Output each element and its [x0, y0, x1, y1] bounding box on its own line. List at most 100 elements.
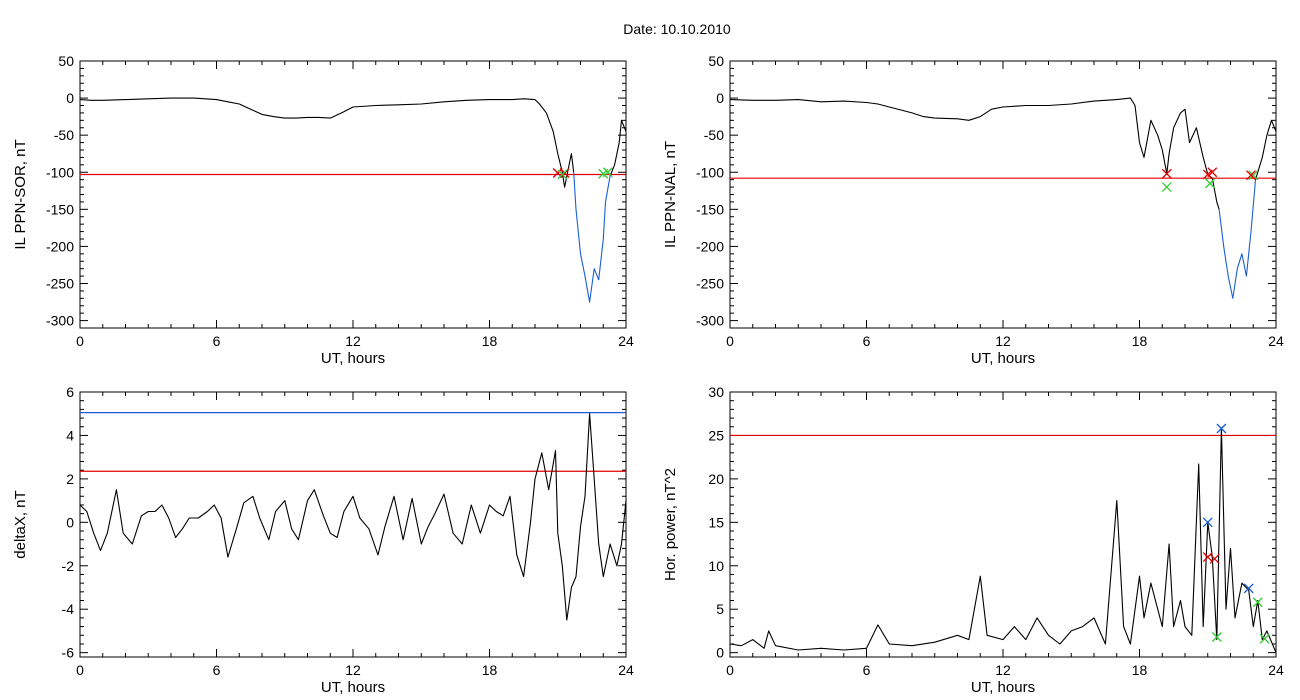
ppn-nal-series-line	[1218, 179, 1257, 299]
hor-power-y-axis-label: Hor. power, nT^2	[662, 468, 679, 581]
ppn-nal-x-marker-stroke	[1161, 182, 1172, 193]
hor-power-y-tick-label: 20	[708, 471, 724, 487]
ppn-sor-series-line	[609, 119, 626, 177]
ppn-nal-x-tick-label: 6	[863, 333, 871, 349]
hor-power-x-marker-stroke	[1202, 517, 1213, 528]
ppn-nal-x-marker	[1207, 167, 1218, 178]
ppn-nal-y-tick-label: 0	[716, 90, 724, 106]
ppn-nal-y-tick-label: -200	[696, 238, 724, 254]
hor-power-x-marker	[1211, 632, 1222, 642]
panel-ppn-nal: 0 6 12 18 24 50 0 -50 -100 -150 -200 -250 -300 UT, ho…	[662, 53, 1284, 367]
hor-power-x-marker-stroke	[1216, 423, 1227, 434]
ppn-sor-x-axis-label: UT, hours	[321, 350, 385, 367]
ppn-nal-x-marker	[1248, 170, 1259, 181]
deltax-x-tick-label: 24	[618, 662, 634, 678]
deltax-series-line	[80, 413, 626, 621]
ppn-sor-x-tick-label: 12	[345, 333, 361, 349]
ppn-nal-y-tick-label: 50	[708, 53, 724, 69]
panel-ppn-sor: 0 6 12 18 24 50 0 -50 -100 -150 -200 -250 -300 UT, ho…	[12, 53, 634, 367]
deltax-y-tick-label: -2	[62, 558, 75, 574]
ppn-nal-x-marker-stroke	[1248, 170, 1259, 181]
deltax-x-tick-label: 12	[345, 662, 361, 678]
deltax-x-tick-label: 18	[482, 662, 498, 678]
hor-power-series-line	[730, 427, 1276, 653]
ppn-nal-x-tick-label: 18	[1132, 333, 1148, 349]
ppn-sor-x-tick-label: 0	[76, 333, 84, 349]
hor-power-x-marker	[1252, 597, 1263, 608]
ppn-nal-x-axis-label: UT, hours	[971, 350, 1035, 367]
ppn-sor-y-tick-label: 50	[58, 53, 74, 69]
ppn-sor-x-marker	[557, 169, 568, 180]
hor-power-x-marker-stroke	[1259, 633, 1270, 644]
ppn-sor-data-layer	[80, 97, 626, 303]
ppn-nal-x-marker	[1161, 168, 1172, 179]
deltax-data-layer	[80, 412, 626, 621]
ppn-nal-series-line	[730, 97, 1220, 210]
ppn-sor-series-line	[80, 97, 575, 188]
ppn-sor-series-line	[573, 172, 611, 303]
deltax-y-tick-label: 4	[66, 427, 74, 443]
deltax-x-tick-label: 6	[213, 662, 221, 678]
hor-power-y-tick-label: 15	[708, 514, 724, 530]
deltax-plot-frame	[79, 391, 627, 658]
hor-power-y-tick-label: 0	[716, 645, 724, 661]
deltax-y-axis-label: deltaX, nT	[12, 490, 29, 558]
deltax-y-tick-label: -4	[62, 601, 75, 617]
ppn-nal-x-tick-label: 12	[995, 333, 1011, 349]
hor-power-x-marker-stroke	[1209, 553, 1220, 564]
ppn-sor-x-tick-label: 6	[213, 333, 221, 349]
hor-power-x-tick-label: 18	[1132, 662, 1148, 678]
hor-power-x-tick-label: 24	[1268, 662, 1284, 678]
hor-power-x-marker	[1209, 553, 1220, 564]
ppn-sor-y-tick-label: 0	[66, 90, 74, 106]
hor-power-x-marker-stroke	[1211, 632, 1222, 642]
deltax-y-tick-label: -6	[62, 645, 75, 661]
ppn-nal-x-marker	[1246, 170, 1256, 181]
ppn-nal-x-marker-stroke	[1207, 167, 1218, 178]
ppn-sor-x-tick-label: 18	[482, 333, 498, 349]
ppn-sor-y-axis-label: IL PPN-SOR, nT	[12, 139, 29, 249]
hor-power-x-tick-label: 6	[863, 662, 871, 678]
hor-power-y-tick-label: 30	[708, 384, 724, 400]
ppn-sor-y-tick-label: -250	[46, 276, 74, 292]
deltax-y-tick-label: 0	[66, 514, 74, 530]
deltax-y-tick-label: 6	[66, 384, 74, 400]
hor-power-x-tick-label: 12	[995, 662, 1011, 678]
hor-power-x-marker	[1202, 517, 1213, 528]
panel-hor-power: 0 6 12 18 24 30 25 20 15 10 5 0 UT, hours Hor. power,…	[662, 384, 1284, 696]
ppn-nal-x-marker	[1161, 182, 1172, 193]
hor-power-y-tick-label: 10	[708, 558, 724, 574]
hor-power-y-tick-label: 5	[716, 601, 724, 617]
ppn-sor-y-tick-label: -50	[54, 127, 74, 143]
hor-power-data-layer	[730, 423, 1276, 653]
ppn-nal-y-tick-label: -100	[696, 164, 724, 180]
ppn-nal-y-axis-label: IL PPN-NAL, nT	[662, 141, 679, 248]
ppn-nal-y-tick-label: -300	[696, 313, 724, 329]
ppn-nal-series-line	[1254, 119, 1276, 180]
hor-power-x-marker	[1216, 423, 1227, 434]
ppn-nal-y-tick-label: -50	[704, 127, 724, 143]
ppn-sor-plot-frame	[79, 60, 627, 329]
figure-title: Date: 10.10.2010	[623, 21, 731, 37]
ppn-sor-y-tick-label: -300	[46, 313, 74, 329]
ppn-sor-y-tick-label: -100	[46, 164, 74, 180]
ppn-nal-x-marker	[1205, 178, 1215, 189]
panel-deltax: 0 6 12 18 24 6 4 2 0 -2 -4 -6 UT, hours deltaX, nT	[12, 384, 634, 696]
hor-power-x-marker	[1243, 583, 1254, 594]
hor-power-x-tick-label: 0	[726, 662, 734, 678]
ppn-sor-x-marker	[598, 168, 609, 179]
ppn-sor-x-marker-stroke	[598, 168, 609, 179]
ppn-nal-x-tick-label: 24	[1268, 333, 1284, 349]
ppn-nal-x-marker-stroke	[1205, 178, 1215, 189]
hor-power-x-marker	[1259, 633, 1270, 644]
deltax-x-axis-label: UT, hours	[321, 679, 385, 696]
hor-power-plot-frame	[729, 391, 1277, 658]
ppn-nal-x-tick-label: 0	[726, 333, 734, 349]
hor-power-x-marker-stroke	[1252, 597, 1263, 608]
ppn-nal-x-marker-stroke	[1246, 170, 1256, 181]
hor-power-x-axis-label: UT, hours	[971, 679, 1035, 696]
ppn-nal-x-marker-stroke	[1161, 168, 1172, 179]
ppn-sor-y-tick-label: -200	[46, 238, 74, 254]
ppn-sor-x-marker-stroke	[557, 169, 568, 180]
